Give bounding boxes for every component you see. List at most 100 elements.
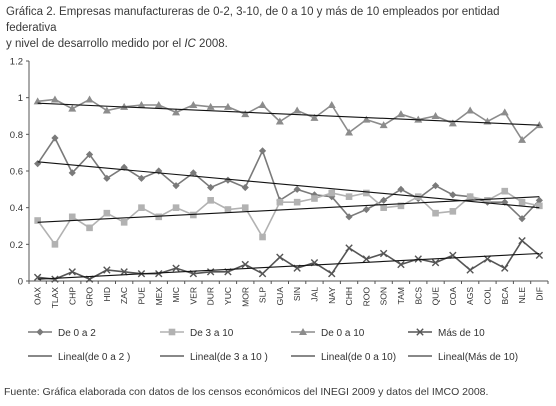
data-point: [102, 106, 111, 114]
legend-label: Lineal(de 0 a 2 ): [58, 352, 130, 363]
x-tick-label: BCS: [413, 287, 423, 305]
series-line: [37, 190, 540, 246]
data-point: [137, 101, 146, 108]
x-tick-label: ZAC: [119, 287, 129, 304]
data-point: [86, 224, 93, 232]
x-tick-label: GRO: [85, 287, 95, 307]
data-point: [85, 150, 94, 159]
data-point-stroke: [379, 249, 388, 258]
data-point: [448, 119, 457, 127]
data-point: [103, 209, 111, 217]
data-point: [120, 268, 128, 276]
x-tick-label: QUE: [431, 287, 441, 306]
trendline-2: [37, 102, 540, 126]
data-point: [137, 174, 146, 182]
y-tick-label: 0.6: [10, 167, 23, 178]
y-tick-label: 0.8: [10, 130, 23, 141]
data-point: [293, 185, 301, 193]
legend-item-trend: Lineal(de 0 a 10): [291, 352, 396, 363]
data-point: [518, 135, 527, 143]
data-point: [120, 219, 128, 226]
x-tick-label: VER: [188, 287, 198, 304]
data-point: [293, 106, 302, 114]
data-point: [103, 266, 111, 274]
legend-label: Lineal(Más de 10): [438, 352, 518, 363]
data-point: [536, 202, 543, 210]
x-tick-label: COA: [448, 287, 458, 306]
data-point: [449, 208, 457, 215]
legend-label: De 3 a 10: [190, 328, 234, 339]
legend-label: Más de 10: [438, 328, 485, 339]
data-point-stroke: [518, 236, 526, 245]
data-point-stroke: [466, 266, 474, 274]
legend-item: De 0 a 10: [291, 328, 365, 339]
data-point: [449, 191, 457, 199]
data-point: [328, 189, 336, 197]
data-point: [224, 176, 232, 184]
x-tick-label: JAL: [309, 287, 319, 302]
data-point-stroke: [414, 255, 422, 263]
y-tick-label: 1.2: [10, 57, 23, 68]
x-tick-label: AGS: [465, 287, 475, 305]
series-line: [37, 98, 540, 142]
x-tick-label: CHP: [67, 287, 77, 305]
x-tick-label: OAX: [33, 287, 43, 305]
data-point: [207, 183, 215, 192]
legend-item: Más de 10: [408, 328, 485, 339]
data-point: [431, 112, 440, 119]
data-point: [172, 204, 180, 211]
data-point: [190, 211, 197, 219]
legend-marker: [168, 328, 176, 336]
data-point: [155, 269, 163, 278]
data-point: [293, 198, 301, 206]
x-tick-label: ROO: [361, 287, 371, 307]
x-tick-label: NLE: [517, 287, 527, 304]
data-point: [345, 193, 353, 200]
series-line: [36, 136, 540, 220]
x-tick-label: COL: [482, 287, 492, 305]
data-point: [50, 95, 59, 103]
data-point-stroke: [68, 268, 76, 276]
y-tick-label: 0: [18, 277, 23, 288]
chart-title-line1: Gráfica 2. Empresas manufactureras de 0-…: [6, 6, 500, 34]
data-point: [241, 110, 250, 118]
data-point: [518, 215, 526, 223]
data-point: [223, 102, 232, 110]
data-point: [68, 104, 77, 112]
data-point: [51, 134, 59, 142]
data-point: [397, 260, 405, 269]
chart-title-ic: IC: [184, 38, 196, 50]
x-tick-label: MOR: [240, 287, 250, 307]
data-point: [466, 193, 474, 200]
data-point: [224, 206, 232, 213]
data-point: [34, 217, 41, 224]
data-point: [379, 121, 388, 129]
data-point: [276, 198, 284, 206]
data-point: [414, 255, 422, 263]
data-point: [310, 113, 319, 121]
data-point: [431, 182, 440, 190]
data-point: [483, 255, 492, 263]
trendline-3: [37, 252, 540, 280]
x-tick-label: SLP: [258, 287, 268, 303]
legend-label: Lineal(de 3 a 10 ): [190, 352, 268, 363]
x-tick-label: CHH: [344, 287, 354, 305]
data-point-stroke: [501, 264, 509, 272]
data-point: [259, 233, 266, 241]
chart-title-line2: y nivel de desarrollo medido por el IC 2…: [6, 36, 551, 52]
data-point: [207, 197, 214, 204]
series-3: [33, 236, 544, 283]
data-point: [189, 101, 198, 108]
data-point-stroke: [258, 269, 267, 278]
data-point-stroke: [431, 258, 440, 267]
x-tick-label: HID: [102, 287, 112, 302]
legend-marker: [36, 328, 44, 336]
data-point: [328, 269, 336, 278]
data-point: [500, 108, 509, 116]
series-2: [33, 95, 544, 143]
data-point: [258, 101, 267, 108]
data-point: [518, 198, 526, 206]
data-point: [362, 255, 371, 263]
legend-item-trend: Lineal(Más de 10): [408, 352, 518, 363]
legend-item-trend: Lineal(de 3 a 10 ): [160, 352, 268, 363]
